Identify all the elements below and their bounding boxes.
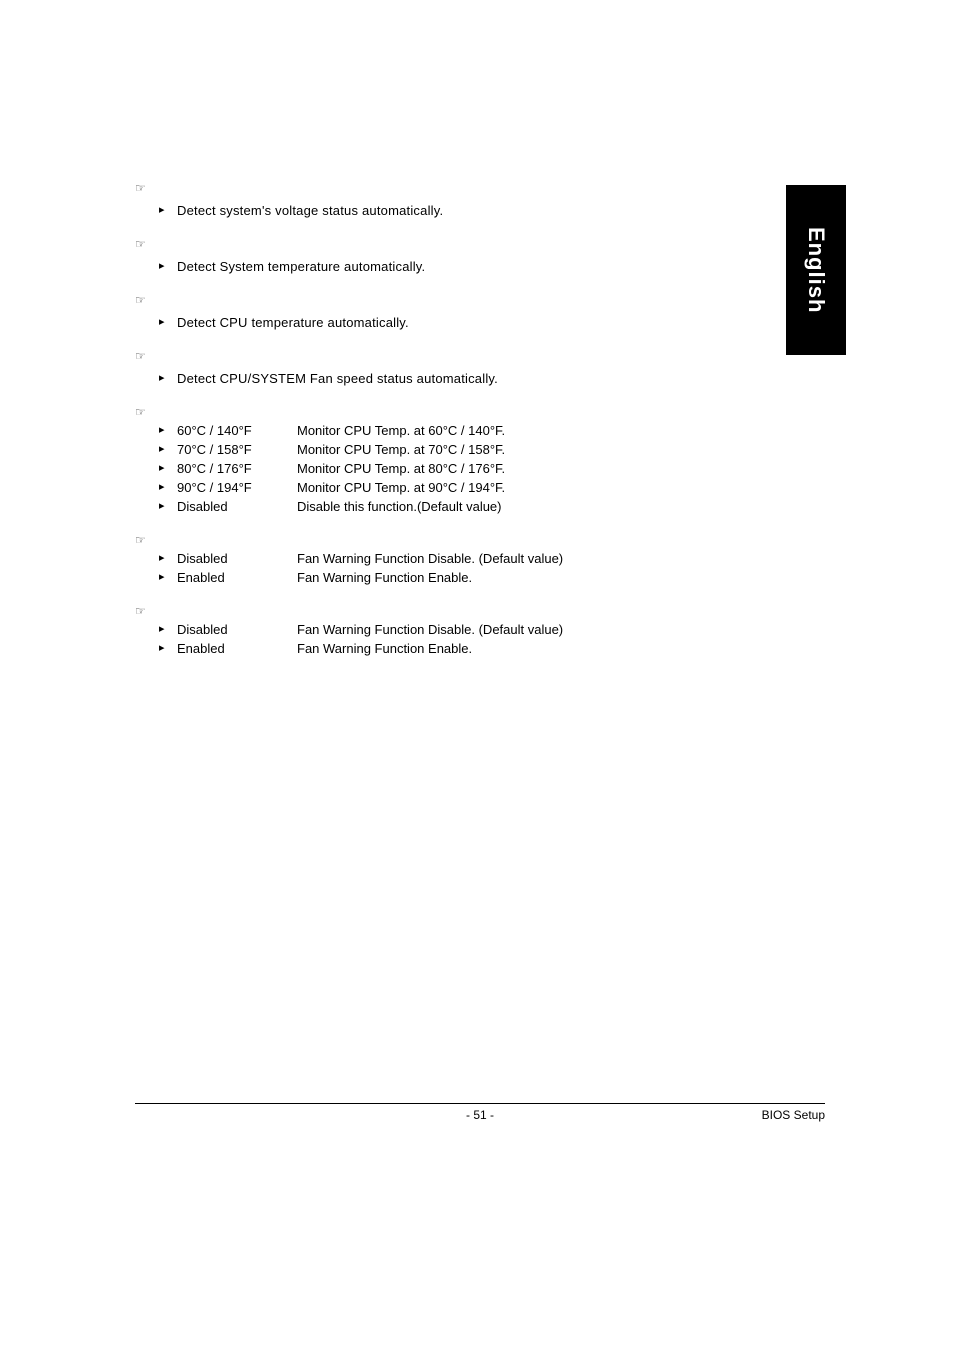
body-text: Detect CPU temperature automatically. xyxy=(177,315,409,330)
hand-icon: ☞ xyxy=(135,405,151,419)
option-label: Disabled xyxy=(177,551,287,566)
arrow-icon: ▸ xyxy=(159,551,173,564)
option-desc: Fan Warning Function Enable. xyxy=(297,641,472,656)
body-text: Detect system's voltage status automatic… xyxy=(177,203,443,218)
option-desc: Disable this function.(Default value) xyxy=(297,499,502,514)
option-desc: Fan Warning Function Disable. (Default v… xyxy=(297,622,563,637)
hand-icon: ☞ xyxy=(135,237,151,251)
arrow-icon: ▸ xyxy=(159,442,173,455)
footer-section-name: BIOS Setup xyxy=(705,1108,825,1122)
arrow-icon: ▸ xyxy=(159,371,173,384)
footer-left xyxy=(135,1108,255,1122)
arrow-icon: ▸ xyxy=(159,203,173,216)
arrow-icon: ▸ xyxy=(159,499,173,512)
hand-icon: ☞ xyxy=(135,604,151,618)
section-cpu-fan-fail: ☞ CPU Fan Fail Warning ▸ Disabled Fan Wa… xyxy=(135,532,835,585)
arrow-icon: ▸ xyxy=(159,423,173,436)
hand-icon: ☞ xyxy=(135,533,151,547)
page-content: ☞ Current Voltage(V) ▸ Detect system's v… xyxy=(135,180,835,674)
option-desc: Monitor CPU Temp. at 90°C / 194°F. xyxy=(297,480,505,495)
option-label: Enabled xyxy=(177,570,287,585)
option-label: 70°C / 158°F xyxy=(177,442,287,457)
option-desc: Fan Warning Function Enable. xyxy=(297,570,472,585)
option-label: Enabled xyxy=(177,641,287,656)
option-desc: Monitor CPU Temp. at 80°C / 176°F. xyxy=(297,461,505,476)
hand-icon: ☞ xyxy=(135,293,151,307)
option-label: Disabled xyxy=(177,499,287,514)
option-label: 80°C / 176°F xyxy=(177,461,287,476)
arrow-icon: ▸ xyxy=(159,480,173,493)
arrow-icon: ▸ xyxy=(159,641,173,654)
body-text: Detect System temperature automatically. xyxy=(177,259,425,274)
hand-icon: ☞ xyxy=(135,181,151,195)
option-desc: Monitor CPU Temp. at 70°C / 158°F. xyxy=(297,442,505,457)
option-desc: Monitor CPU Temp. at 60°C / 140°F. xyxy=(297,423,505,438)
page-footer: - 51 - BIOS Setup xyxy=(135,1103,825,1122)
footer-page-number: - 51 - xyxy=(255,1108,705,1122)
section-fan-speed: ☞ Current CPU/SYSTEM Fan Speed (RPM) ▸ D… xyxy=(135,348,835,386)
option-label: 90°C / 194°F xyxy=(177,480,287,495)
arrow-icon: ▸ xyxy=(159,259,173,272)
section-cpu-temp: ☞ Current CPU Temperature ▸ Detect CPU t… xyxy=(135,292,835,330)
section-system-fan-fail: ☞ SYSTEM Fan Fail Warning ▸ Disabled Fan… xyxy=(135,603,835,656)
section-voltage: ☞ Current Voltage(V) ▸ Detect system's v… xyxy=(135,180,835,218)
section-cpu-warning-temp: ☞ CPU Warning Temperature ▸ 60°C / 140°F… xyxy=(135,404,835,514)
hand-icon: ☞ xyxy=(135,349,151,363)
option-label: Disabled xyxy=(177,622,287,637)
section-system-temp: ☞ Current System Temperature ▸ Detect Sy… xyxy=(135,236,835,274)
option-desc: Fan Warning Function Disable. (Default v… xyxy=(297,551,563,566)
arrow-icon: ▸ xyxy=(159,461,173,474)
arrow-icon: ▸ xyxy=(159,622,173,635)
arrow-icon: ▸ xyxy=(159,570,173,583)
arrow-icon: ▸ xyxy=(159,315,173,328)
body-text: Detect CPU/SYSTEM Fan speed status autom… xyxy=(177,371,498,386)
option-label: 60°C / 140°F xyxy=(177,423,287,438)
